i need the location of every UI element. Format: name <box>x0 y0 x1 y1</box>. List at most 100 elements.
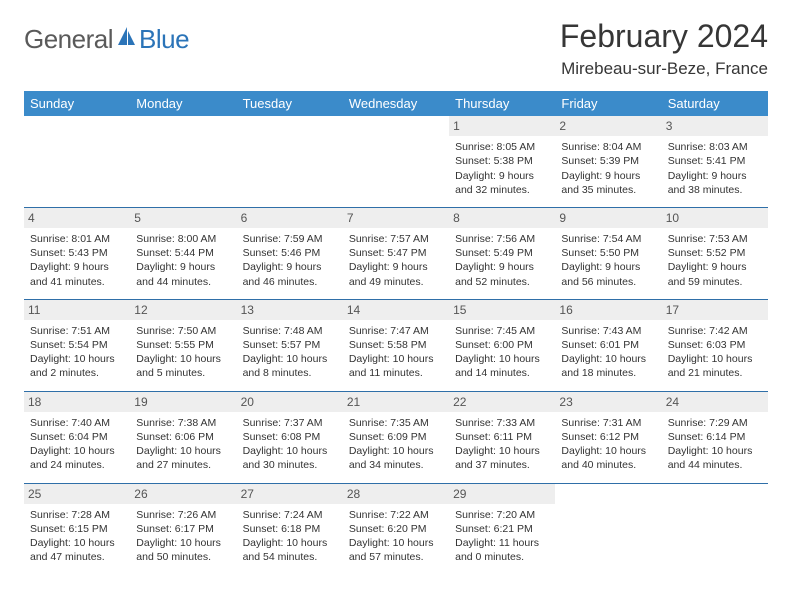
daylight-text: Daylight: 10 hours and 44 minutes. <box>668 444 762 472</box>
calendar-row: 25Sunrise: 7:28 AMSunset: 6:15 PMDayligh… <box>24 483 768 574</box>
sunrise-text: Sunrise: 8:03 AM <box>668 140 762 154</box>
daylight-text: Daylight: 10 hours and 47 minutes. <box>30 536 124 564</box>
calendar-cell: 19Sunrise: 7:38 AMSunset: 6:06 PMDayligh… <box>130 391 236 483</box>
calendar-cell: 22Sunrise: 7:33 AMSunset: 6:11 PMDayligh… <box>449 391 555 483</box>
day-number: 1 <box>449 116 555 136</box>
calendar-row: 11Sunrise: 7:51 AMSunset: 5:54 PMDayligh… <box>24 299 768 391</box>
sunrise-text: Sunrise: 7:24 AM <box>243 508 337 522</box>
day-number: 2 <box>555 116 661 136</box>
sunset-text: Sunset: 6:03 PM <box>668 338 762 352</box>
sunset-text: Sunset: 5:41 PM <box>668 154 762 168</box>
calendar-cell: 10Sunrise: 7:53 AMSunset: 5:52 PMDayligh… <box>662 207 768 299</box>
calendar-cell: 16Sunrise: 7:43 AMSunset: 6:01 PMDayligh… <box>555 299 661 391</box>
calendar-cell: 21Sunrise: 7:35 AMSunset: 6:09 PMDayligh… <box>343 391 449 483</box>
calendar-row: 1Sunrise: 8:05 AMSunset: 5:38 PMDaylight… <box>24 116 768 207</box>
weekday-header: Saturday <box>662 91 768 116</box>
sunrise-text: Sunrise: 7:42 AM <box>668 324 762 338</box>
sunset-text: Sunset: 5:54 PM <box>30 338 124 352</box>
sunset-text: Sunset: 5:49 PM <box>455 246 549 260</box>
sunset-text: Sunset: 5:50 PM <box>561 246 655 260</box>
sunrise-text: Sunrise: 7:26 AM <box>136 508 230 522</box>
calendar-cell: 28Sunrise: 7:22 AMSunset: 6:20 PMDayligh… <box>343 483 449 574</box>
header-row: General Blue February 2024 Mirebeau-sur-… <box>24 18 768 79</box>
sunset-text: Sunset: 5:46 PM <box>243 246 337 260</box>
calendar-cell: 6Sunrise: 7:59 AMSunset: 5:46 PMDaylight… <box>237 207 343 299</box>
calendar-cell: 25Sunrise: 7:28 AMSunset: 6:15 PMDayligh… <box>24 483 130 574</box>
sunrise-text: Sunrise: 7:37 AM <box>243 416 337 430</box>
daylight-text: Daylight: 11 hours and 0 minutes. <box>455 536 549 564</box>
daylight-text: Daylight: 9 hours and 49 minutes. <box>349 260 443 288</box>
daylight-text: Daylight: 10 hours and 54 minutes. <box>243 536 337 564</box>
daylight-text: Daylight: 10 hours and 50 minutes. <box>136 536 230 564</box>
day-number: 4 <box>24 208 130 228</box>
day-number: 19 <box>130 392 236 412</box>
calendar-cell: 13Sunrise: 7:48 AMSunset: 5:57 PMDayligh… <box>237 299 343 391</box>
sunrise-text: Sunrise: 7:53 AM <box>668 232 762 246</box>
weekday-header: Wednesday <box>343 91 449 116</box>
calendar-cell: 3Sunrise: 8:03 AMSunset: 5:41 PMDaylight… <box>662 116 768 207</box>
calendar-cell: 17Sunrise: 7:42 AMSunset: 6:03 PMDayligh… <box>662 299 768 391</box>
calendar-cell <box>343 116 449 207</box>
daylight-text: Daylight: 10 hours and 30 minutes. <box>243 444 337 472</box>
day-number: 3 <box>662 116 768 136</box>
daylight-text: Daylight: 9 hours and 52 minutes. <box>455 260 549 288</box>
weekday-header: Sunday <box>24 91 130 116</box>
daylight-text: Daylight: 9 hours and 46 minutes. <box>243 260 337 288</box>
sunset-text: Sunset: 6:04 PM <box>30 430 124 444</box>
calendar-cell: 27Sunrise: 7:24 AMSunset: 6:18 PMDayligh… <box>237 483 343 574</box>
calendar-cell <box>24 116 130 207</box>
day-number: 6 <box>237 208 343 228</box>
calendar-cell <box>662 483 768 574</box>
sunrise-text: Sunrise: 7:38 AM <box>136 416 230 430</box>
day-number: 5 <box>130 208 236 228</box>
sunrise-text: Sunrise: 8:01 AM <box>30 232 124 246</box>
calendar-cell: 2Sunrise: 8:04 AMSunset: 5:39 PMDaylight… <box>555 116 661 207</box>
calendar-cell: 29Sunrise: 7:20 AMSunset: 6:21 PMDayligh… <box>449 483 555 574</box>
sunrise-text: Sunrise: 7:56 AM <box>455 232 549 246</box>
sunrise-text: Sunrise: 7:20 AM <box>455 508 549 522</box>
sunrise-text: Sunrise: 7:48 AM <box>243 324 337 338</box>
month-title: February 2024 <box>560 18 768 55</box>
calendar-cell: 18Sunrise: 7:40 AMSunset: 6:04 PMDayligh… <box>24 391 130 483</box>
sunset-text: Sunset: 5:57 PM <box>243 338 337 352</box>
sunrise-text: Sunrise: 7:31 AM <box>561 416 655 430</box>
calendar-cell: 14Sunrise: 7:47 AMSunset: 5:58 PMDayligh… <box>343 299 449 391</box>
calendar-cell <box>237 116 343 207</box>
location-label: Mirebeau-sur-Beze, France <box>560 59 768 79</box>
sunset-text: Sunset: 6:17 PM <box>136 522 230 536</box>
sunrise-text: Sunrise: 8:04 AM <box>561 140 655 154</box>
sunset-text: Sunset: 5:39 PM <box>561 154 655 168</box>
day-number: 14 <box>343 300 449 320</box>
sunset-text: Sunset: 6:18 PM <box>243 522 337 536</box>
day-number: 28 <box>343 484 449 504</box>
calendar-cell: 20Sunrise: 7:37 AMSunset: 6:08 PMDayligh… <box>237 391 343 483</box>
day-number: 24 <box>662 392 768 412</box>
sunrise-text: Sunrise: 7:40 AM <box>30 416 124 430</box>
sunrise-text: Sunrise: 7:43 AM <box>561 324 655 338</box>
day-number: 8 <box>449 208 555 228</box>
sunrise-text: Sunrise: 7:47 AM <box>349 324 443 338</box>
sunset-text: Sunset: 5:43 PM <box>30 246 124 260</box>
sunrise-text: Sunrise: 7:45 AM <box>455 324 549 338</box>
daylight-text: Daylight: 10 hours and 57 minutes. <box>349 536 443 564</box>
sunset-text: Sunset: 6:12 PM <box>561 430 655 444</box>
day-number: 26 <box>130 484 236 504</box>
sunset-text: Sunset: 5:38 PM <box>455 154 549 168</box>
daylight-text: Daylight: 9 hours and 32 minutes. <box>455 169 549 197</box>
brand-logo: General Blue <box>24 24 189 55</box>
calendar-cell: 4Sunrise: 8:01 AMSunset: 5:43 PMDaylight… <box>24 207 130 299</box>
calendar-cell: 26 Sunrise: 7:26 AMSunset: 6:17 PMDayligh… <box>130 483 236 574</box>
sunrise-text: Sunrise: 7:22 AM <box>349 508 443 522</box>
calendar-row: 18Sunrise: 7:40 AMSunset: 6:04 PMDayligh… <box>24 391 768 483</box>
day-number: 20 <box>237 392 343 412</box>
sunrise-text: Sunrise: 7:57 AM <box>349 232 443 246</box>
calendar-cell: 7Sunrise: 7:57 AMSunset: 5:47 PMDaylight… <box>343 207 449 299</box>
daylight-text: Daylight: 10 hours and 34 minutes. <box>349 444 443 472</box>
weekday-header: Friday <box>555 91 661 116</box>
calendar-cell: 9Sunrise: 7:54 AMSunset: 5:50 PMDaylight… <box>555 207 661 299</box>
sunset-text: Sunset: 5:44 PM <box>136 246 230 260</box>
daylight-text: Daylight: 9 hours and 56 minutes. <box>561 260 655 288</box>
daylight-text: Daylight: 10 hours and 8 minutes. <box>243 352 337 380</box>
calendar-cell: 11Sunrise: 7:51 AMSunset: 5:54 PMDayligh… <box>24 299 130 391</box>
sunrise-text: Sunrise: 7:29 AM <box>668 416 762 430</box>
